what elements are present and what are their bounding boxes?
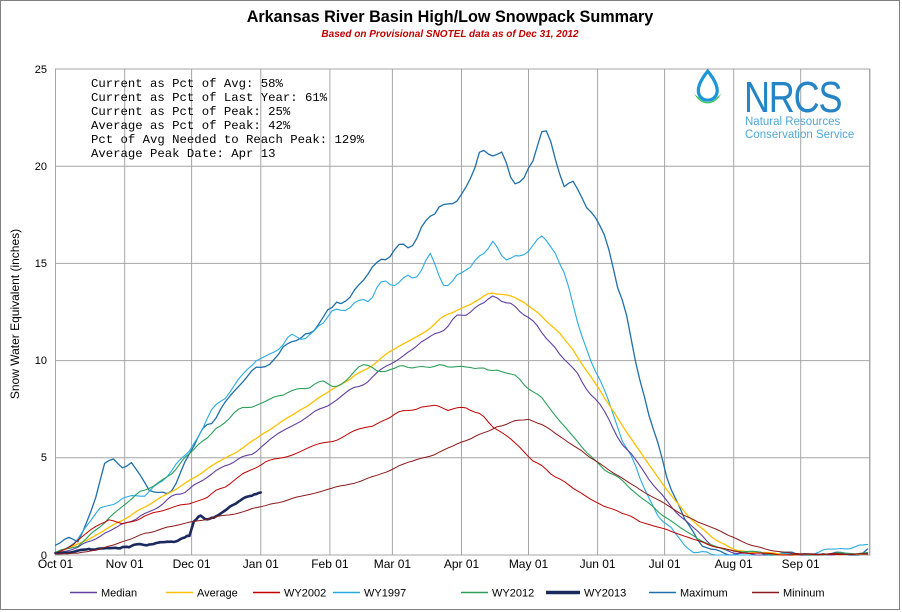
svg-text:Current as Pct of Peak: 25%: Current as Pct of Peak: 25% (91, 105, 291, 119)
svg-text:10: 10 (35, 355, 47, 367)
svg-text:25: 25 (35, 64, 47, 76)
svg-text:Jan 01: Jan 01 (243, 557, 279, 571)
svg-text:Pct of Avg Needed to Reach Pea: Pct of Avg Needed to Reach Peak: 129% (91, 133, 365, 147)
svg-text:Oct 01: Oct 01 (38, 557, 74, 571)
svg-text:15: 15 (35, 258, 47, 270)
svg-text:Feb 01: Feb 01 (311, 557, 349, 571)
svg-text:Median: Median (101, 588, 137, 600)
svg-text:Average: Average (197, 588, 238, 600)
svg-text:Apr 01: Apr 01 (444, 557, 480, 571)
svg-text:Dec 01: Dec 01 (173, 557, 211, 571)
svg-text:Mar 01: Mar 01 (374, 557, 412, 571)
svg-text:Nov 01: Nov 01 (106, 557, 144, 571)
svg-text:WY2013: WY2013 (584, 588, 626, 600)
svg-text:Natural Resources: Natural Resources (745, 116, 840, 128)
svg-text:Average Peak Date: Apr 13: Average Peak Date: Apr 13 (91, 147, 275, 161)
svg-text:Maximum: Maximum (680, 588, 728, 600)
svg-text:Sep 01: Sep 01 (782, 557, 820, 571)
svg-text:Aug 01: Aug 01 (715, 557, 753, 571)
svg-text:Conservation Service: Conservation Service (745, 129, 854, 141)
svg-text:Jun 01: Jun 01 (580, 557, 616, 571)
svg-text:Current as Pct of Avg: 58%: Current as Pct of Avg: 58% (91, 77, 283, 91)
svg-text:NRCS: NRCS (744, 73, 841, 122)
svg-text:Snow Water Equivalent (inches): Snow Water Equivalent (inches) (8, 229, 22, 399)
svg-text:Average as Pct of Peak: 42%: Average as Pct of Peak: 42% (91, 119, 291, 133)
svg-text:WY2002: WY2002 (284, 588, 326, 600)
svg-text:Jul 01: Jul 01 (649, 557, 681, 571)
svg-text:5: 5 (41, 452, 47, 464)
svg-text:Mininum: Mininum (783, 588, 825, 600)
svg-text:May 01: May 01 (509, 557, 549, 571)
svg-text:20: 20 (35, 161, 47, 173)
svg-text:WY1997: WY1997 (364, 588, 406, 600)
svg-text:Current as Pct of Last Year: 6: Current as Pct of Last Year: 61% (91, 91, 328, 105)
svg-text:WY2012: WY2012 (492, 588, 534, 600)
